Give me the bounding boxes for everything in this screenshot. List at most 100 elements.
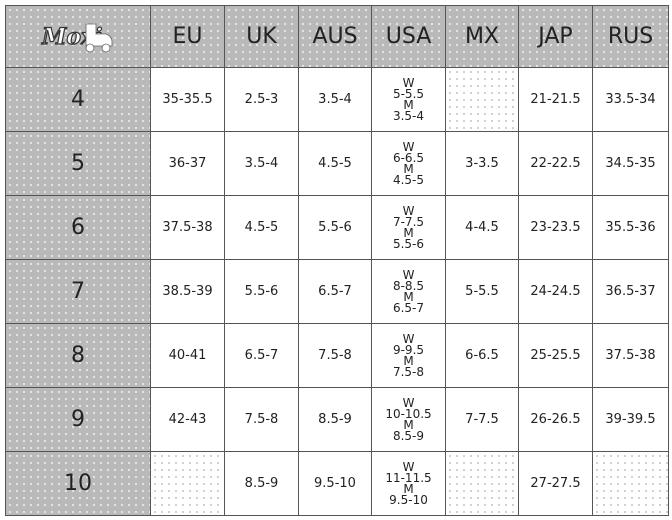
usa-line: M (403, 225, 414, 240)
cell-aus: 8.5-9 (298, 387, 372, 452)
usa-line: M (403, 353, 414, 368)
usa-line: M (403, 97, 414, 112)
cell-aus: 5.5-6 (298, 195, 372, 260)
cell-aus: 7.5-8 (298, 323, 372, 388)
cell-usa: W 10-10.5 M 8.5-9 (371, 387, 446, 452)
usa-line: 8.5-9 (392, 428, 425, 443)
cell-mx: 7-7.5 (445, 387, 519, 452)
cell-mx: 6-6.5 (445, 323, 519, 388)
usa-line: M (403, 161, 414, 176)
usa-line: M (403, 417, 414, 432)
size-chart-table: Moxi EU UK AUS USA MX JAP RUS 4 35-35.5 2.5-3 3.5… (5, 5, 669, 516)
usa-line: 3.5-4 (392, 108, 425, 123)
cell-jap: 25-25.5 (518, 323, 593, 388)
cell-uk: 5.5-6 (224, 259, 299, 324)
table-row: 10 8.5-9 9.5-10 W 11-11.5 M 9.5-10 27-27.5 (5, 451, 669, 516)
cell-jap: 21-21.5 (518, 67, 593, 132)
column-header-usa: USA (371, 5, 446, 68)
cell-jap: 22-22.5 (518, 131, 593, 196)
column-header-jap: JAP (518, 5, 593, 68)
header-row: Moxi EU UK AUS USA MX JAP RUS (5, 5, 669, 68)
usa-line: W (402, 267, 415, 282)
cell-mx: 4-4.5 (445, 195, 519, 260)
table-row: 7 38.5-39 5.5-6 6.5-7 W 8-8.5 M 6.5-7 5-5.5 24-24… (5, 259, 669, 324)
usa-line: 6.5-7 (392, 300, 425, 315)
cell-uk: 3.5-4 (224, 131, 299, 196)
usa-line: W (402, 395, 415, 410)
cell-rus: 37.5-38 (592, 323, 669, 388)
cell-eu: 36-37 (150, 131, 225, 196)
cell-usa: W 5-5.5 M 3.5-4 (371, 67, 446, 132)
cell-uk: 6.5-7 (224, 323, 299, 388)
cell-eu (150, 451, 225, 516)
cell-rus: 36.5-37 (592, 259, 669, 324)
column-header-uk: UK (224, 5, 299, 68)
size-cell: 10 (5, 451, 151, 516)
table-row: 5 36-37 3.5-4 4.5-5 W 6-6.5 M 4.5-5 3-3.5 22-22.5… (5, 131, 669, 196)
cell-rus: 34.5-35 (592, 131, 669, 196)
cell-aus: 4.5-5 (298, 131, 372, 196)
column-header-mx: MX (445, 5, 519, 68)
cell-rus (592, 451, 669, 516)
cell-eu: 38.5-39 (150, 259, 225, 324)
cell-mx: 5-5.5 (445, 259, 519, 324)
usa-line: 5.5-6 (392, 236, 425, 251)
cell-rus: 35.5-36 (592, 195, 669, 260)
cell-mx (445, 67, 519, 132)
usa-line: 7-7.5 (392, 214, 425, 229)
cell-eu: 35-35.5 (150, 67, 225, 132)
table-row: 4 35-35.5 2.5-3 3.5-4 W 5-5.5 M 3.5-4 21-21.5 33.… (5, 67, 669, 132)
usa-line: W (402, 459, 415, 474)
size-cell: 5 (5, 131, 151, 196)
usa-line: 7.5-8 (392, 364, 425, 379)
cell-uk: 4.5-5 (224, 195, 299, 260)
usa-line: 4.5-5 (392, 172, 425, 187)
cell-usa: W 9-9.5 M 7.5-8 (371, 323, 446, 388)
cell-eu: 37.5-38 (150, 195, 225, 260)
usa-line: 9-9.5 (392, 342, 425, 357)
table-row: 6 37.5-38 4.5-5 5.5-6 W 7-7.5 M 5.5-6 4-4.5 23-23… (5, 195, 669, 260)
usa-line: W (402, 75, 415, 90)
cell-jap: 24-24.5 (518, 259, 593, 324)
usa-line: 6-6.5 (392, 150, 425, 165)
column-header-rus: RUS (592, 5, 669, 68)
table-row: 9 42-43 7.5-8 8.5-9 W 10-10.5 M 8.5-9 7-7.5 26-26… (5, 387, 669, 452)
column-header-aus: AUS (298, 5, 372, 68)
cell-usa: W 8-8.5 M 6.5-7 (371, 259, 446, 324)
cell-rus: 39-39.5 (592, 387, 669, 452)
cell-uk: 8.5-9 (224, 451, 299, 516)
cell-rus: 33.5-34 (592, 67, 669, 132)
size-cell: 8 (5, 323, 151, 388)
size-cell: 6 (5, 195, 151, 260)
cell-eu: 42-43 (150, 387, 225, 452)
size-cell: 7 (5, 259, 151, 324)
column-header-eu: EU (150, 5, 225, 68)
cell-usa: W 7-7.5 M 5.5-6 (371, 195, 446, 260)
cell-uk: 2.5-3 (224, 67, 299, 132)
size-cell: 4 (5, 67, 151, 132)
cell-usa: W 6-6.5 M 4.5-5 (371, 131, 446, 196)
usa-line: 11-11.5 (385, 470, 432, 485)
cell-aus: 6.5-7 (298, 259, 372, 324)
usa-line: 8-8.5 (392, 278, 425, 293)
table-row: 8 40-41 6.5-7 7.5-8 W 9-9.5 M 7.5-8 6-6.5 25-25.5… (5, 323, 669, 388)
usa-line: M (403, 289, 414, 304)
cell-jap: 26-26.5 (518, 387, 593, 452)
cell-aus: 9.5-10 (298, 451, 372, 516)
usa-line: 5-5.5 (392, 86, 425, 101)
usa-line: M (403, 481, 414, 496)
cell-mx: 3-3.5 (445, 131, 519, 196)
cell-jap: 23-23.5 (518, 195, 593, 260)
usa-line: 9.5-10 (389, 492, 428, 507)
cell-aus: 3.5-4 (298, 67, 372, 132)
usa-line: 10-10.5 (385, 406, 432, 421)
usa-line: W (402, 139, 415, 154)
logo-cell: Moxi (5, 5, 151, 68)
usa-line: W (402, 203, 415, 218)
cell-uk: 7.5-8 (224, 387, 299, 452)
moxi-logo: Moxi (38, 14, 118, 54)
usa-line: W (402, 331, 415, 346)
cell-usa: W 11-11.5 M 9.5-10 (371, 451, 446, 516)
cell-jap: 27-27.5 (518, 451, 593, 516)
cell-eu: 40-41 (150, 323, 225, 388)
